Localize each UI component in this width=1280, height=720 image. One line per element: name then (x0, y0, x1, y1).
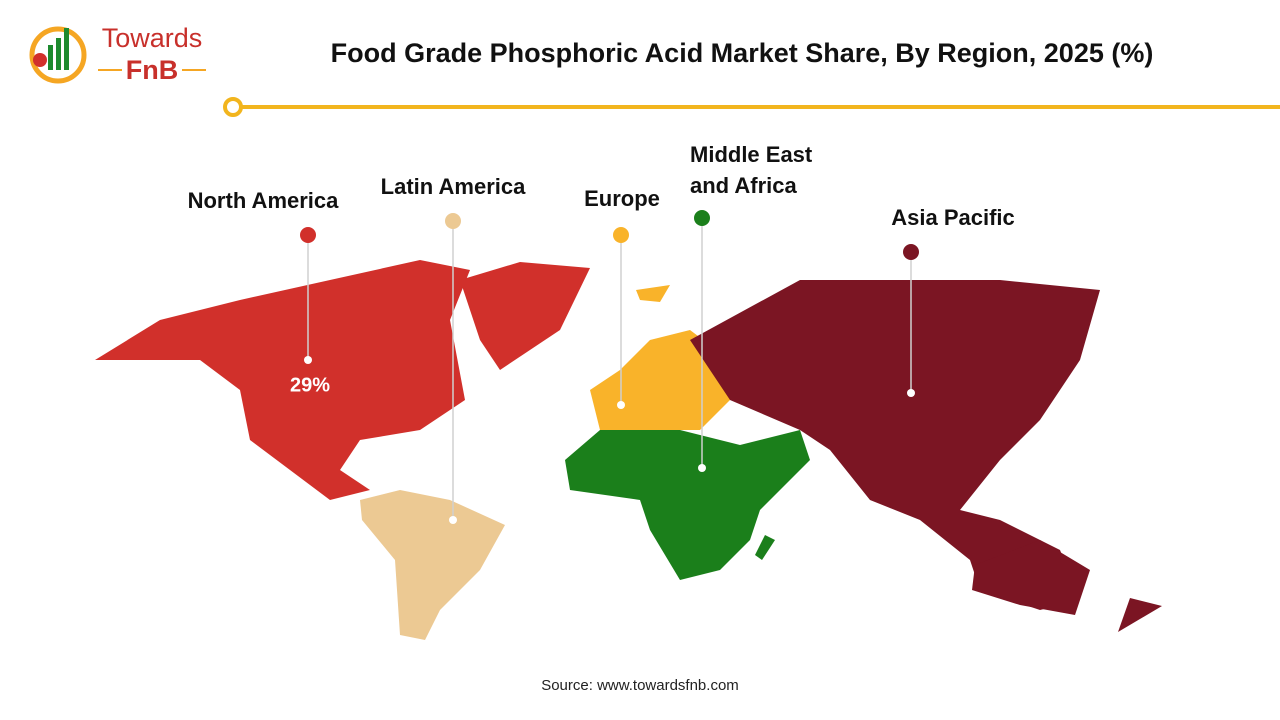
region-label: North America (188, 188, 340, 213)
anchor-dot (907, 389, 915, 397)
region-label: Asia Pacific (891, 205, 1015, 230)
region-dot (903, 244, 919, 260)
anchor-dot (698, 464, 706, 472)
title-rule-dot (223, 97, 243, 117)
logo-bar (48, 45, 53, 70)
title: Food Grade Phosphoric Acid Market Share,… (331, 38, 1154, 68)
logo-bottom: FnB (126, 55, 178, 85)
region-label: Latin America (381, 174, 526, 199)
logo-ring (29, 26, 87, 84)
latin-america (360, 490, 505, 640)
iceland (636, 285, 670, 302)
region-value: 29% (290, 374, 330, 396)
new-zealand (1118, 598, 1162, 632)
logo: Towards FnB (29, 23, 206, 85)
logo-top: Towards (102, 23, 203, 53)
asia-pacific (690, 280, 1100, 610)
region-label: Middle East (690, 142, 813, 167)
anchor-dot (449, 516, 457, 524)
region-label: and Africa (690, 173, 798, 198)
australia (972, 540, 1090, 615)
logo-bar (56, 38, 61, 70)
north-america (95, 260, 470, 500)
anchor-dot (304, 356, 312, 364)
logo-dot (33, 53, 47, 67)
world-map (95, 260, 1162, 640)
logo-bar (64, 28, 69, 70)
source: Source: www.towardsfnb.com (541, 677, 739, 694)
madagascar (755, 535, 775, 560)
region-dot (613, 227, 629, 243)
region-dot (300, 227, 316, 243)
anchor-dot (617, 401, 625, 409)
region-label: Europe (584, 186, 660, 211)
greenland (460, 262, 590, 370)
region-dot (694, 210, 710, 226)
region-dot (445, 213, 461, 229)
middle-east-africa (565, 430, 810, 580)
